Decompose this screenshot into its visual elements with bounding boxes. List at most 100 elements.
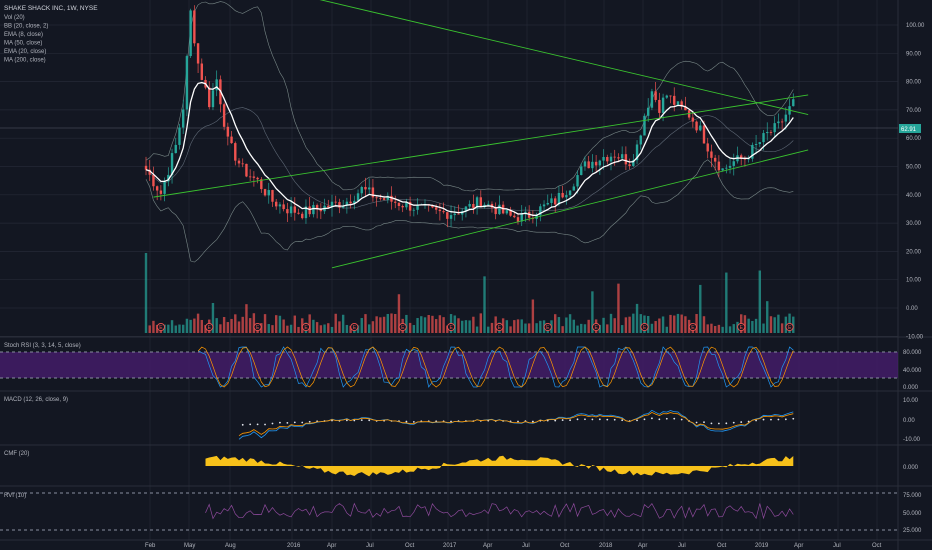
earnings-marker: [543, 322, 552, 332]
volume-bar: [453, 315, 456, 333]
volume-bar: [319, 325, 323, 333]
price-tick-label: -10.00: [906, 334, 924, 340]
candle-body: [639, 135, 642, 145]
candle-body: [371, 187, 375, 198]
macd-signal: [238, 411, 794, 437]
indicator-tick-label: 80.000: [903, 350, 922, 356]
volume-bar: [394, 313, 397, 333]
volume-bar: [561, 326, 564, 333]
volume-bar: [624, 317, 628, 333]
macd-dot: [345, 419, 348, 422]
cmf-area: [205, 455, 794, 477]
cmf-pane-label: CMF (20): [4, 451, 29, 457]
volume-bar: [248, 318, 252, 333]
macd-dot: [762, 418, 765, 421]
x-tick-label: May: [184, 543, 195, 549]
candle-body: [717, 161, 721, 171]
volume-bar: [297, 326, 300, 333]
macd-dot: [412, 420, 415, 423]
candle-body: [494, 207, 497, 215]
candle-body: [769, 132, 773, 133]
volume-bar: [416, 318, 419, 333]
macd-dot: [301, 421, 304, 424]
x-tick-label: Feb: [145, 543, 156, 549]
volume-bar: [278, 315, 282, 333]
candle-body: [568, 190, 572, 196]
candle-body: [356, 193, 360, 201]
candle-body: [200, 63, 203, 80]
x-tick-label: Apr: [327, 543, 336, 549]
volume-bar: [475, 326, 479, 333]
volume-bar: [457, 318, 460, 333]
candle-body: [732, 161, 735, 166]
volume-bar: [751, 321, 754, 333]
candle-body: [475, 197, 479, 208]
volume-bar: [472, 316, 475, 333]
volume-bar: [721, 326, 724, 333]
last-price-badge: [899, 124, 921, 133]
candle-body: [546, 202, 549, 205]
candle-body: [401, 205, 404, 208]
macd-dot: [777, 418, 780, 421]
macd-dot: [651, 417, 653, 420]
candle-body: [360, 186, 363, 194]
earnings-marker: [737, 322, 746, 332]
volume-bar: [728, 326, 732, 333]
candle-body: [271, 190, 274, 202]
macd-dot: [695, 421, 698, 424]
volume-bar: [598, 324, 602, 333]
candle-body: [725, 167, 728, 169]
macd-dot: [450, 420, 452, 423]
candle-body: [780, 121, 784, 123]
candle-body: [676, 101, 680, 105]
candle-body: [754, 144, 758, 145]
volume-bar: [349, 325, 352, 333]
volume-bar: [587, 319, 590, 333]
volume-bar: [200, 319, 203, 333]
candle-body: [516, 217, 520, 222]
indicator-tick-label: 50.000: [903, 511, 922, 517]
volume-bar: [725, 272, 728, 333]
macd-dot: [703, 421, 705, 424]
macd-dot: [517, 420, 519, 423]
candle-body: [602, 156, 605, 161]
macd-dot: [561, 419, 564, 421]
candle-body: [762, 133, 765, 143]
candle-body: [691, 117, 695, 122]
candle-body: [721, 168, 724, 171]
candle-body: [159, 190, 163, 194]
candle-body: [278, 204, 282, 207]
macd-dot: [368, 419, 371, 422]
volume-bar: [565, 317, 568, 333]
macd-dot: [747, 420, 750, 423]
macd-dot: [591, 418, 594, 421]
candle-body: [624, 154, 628, 165]
candle-body: [256, 177, 259, 180]
volume-bar: [446, 325, 449, 333]
candle-body: [479, 197, 482, 208]
x-tick-label: Jul: [522, 543, 530, 549]
candle-body: [234, 143, 237, 161]
earnings-marker-label: E: [208, 325, 212, 331]
volume-bar: [356, 325, 360, 333]
candle-body: [353, 200, 356, 204]
volume-bar: [702, 316, 706, 333]
volume-bar: [293, 315, 296, 333]
candle-body: [263, 189, 267, 196]
x-tick-label: Oct: [560, 543, 570, 549]
candles: [144, 5, 795, 228]
volume-bar: [144, 253, 148, 333]
x-tick-label: Jul: [678, 543, 686, 549]
volume-bar: [174, 325, 177, 333]
macd-dot: [740, 421, 743, 423]
volume-bar: [539, 320, 542, 333]
volume-bar: [635, 303, 639, 333]
candle-body: [740, 155, 743, 159]
volume-bar: [572, 319, 575, 333]
earnings-marker-label: E: [498, 325, 502, 331]
rvi-line: [205, 502, 794, 520]
macd-dot: [249, 423, 252, 426]
candle-body: [520, 213, 523, 222]
candle-body: [155, 186, 159, 191]
